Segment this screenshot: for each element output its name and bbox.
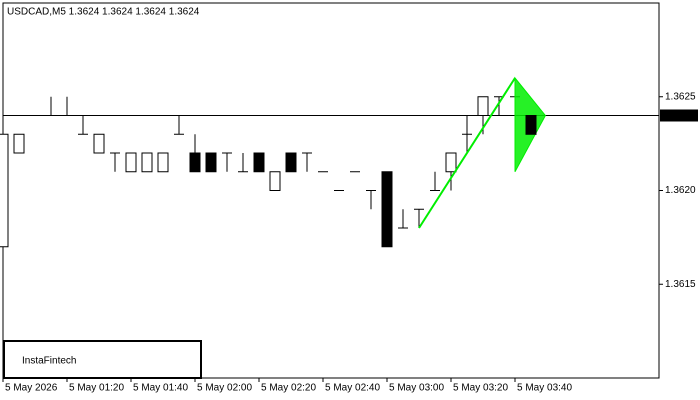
candle-body — [253, 152, 265, 173]
candle-body — [445, 152, 457, 173]
y-tick-label: 1.3625 — [665, 91, 696, 102]
x-tick-label: 5 May 03:40 — [517, 383, 572, 394]
logo-text: InstaFintech — [22, 356, 76, 367]
current-price-box — [660, 109, 698, 122]
candle-body — [269, 171, 281, 191]
x-tick-label: 5 May 02:00 — [197, 383, 252, 394]
chart-title: USDCAD,M5 1.3624 1.3624 1.3624 1.3624 — [7, 7, 200, 18]
x-tick-label: 5 May 2026 — [5, 383, 58, 394]
current-price-label: 1.3624 — [664, 110, 695, 121]
candle-body — [205, 152, 217, 173]
x-tick-label: 5 May 02:40 — [325, 383, 380, 394]
candle-body — [13, 133, 25, 154]
logo-box — [3, 340, 202, 379]
candle-body — [381, 171, 393, 248]
x-tick-label: 5 May 01:20 — [69, 383, 124, 394]
candle-body — [0, 133, 9, 248]
candle-body — [189, 152, 201, 173]
pattern-pole — [418, 77, 516, 229]
candle-body — [285, 152, 297, 173]
candle-body — [125, 152, 137, 173]
x-tick-label: 5 May 03:20 — [453, 383, 508, 394]
x-tick-label: 5 May 03:00 — [389, 383, 444, 394]
candle-body — [93, 133, 105, 154]
candle-body — [141, 152, 153, 173]
y-tick-label: 1.3620 — [665, 185, 696, 196]
candle-body — [525, 115, 537, 135]
candle-body — [477, 96, 489, 116]
plot-frame — [2, 2, 660, 379]
y-tick-label: 1.3615 — [665, 279, 696, 290]
x-tick-label: 5 May 01:40 — [133, 383, 188, 394]
candle-body — [157, 152, 169, 173]
x-tick-label: 5 May 02:20 — [261, 383, 316, 394]
